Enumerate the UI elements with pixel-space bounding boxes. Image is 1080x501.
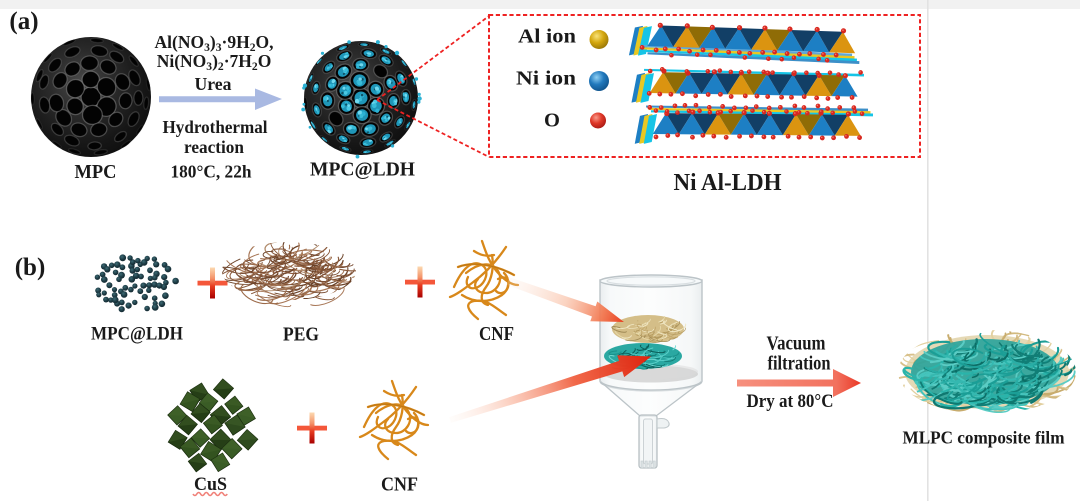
svg-text:CuS: CuS bbox=[194, 474, 227, 495]
svg-text:Vacuum: Vacuum bbox=[767, 334, 826, 355]
svg-text:Al ion: Al ion bbox=[518, 26, 577, 48]
svg-text:180°C, 22h: 180°C, 22h bbox=[171, 162, 252, 182]
svg-text:O: O bbox=[544, 110, 560, 132]
svg-text:Urea: Urea bbox=[195, 74, 232, 94]
svg-text:filtration: filtration bbox=[768, 354, 831, 375]
svg-text:CNF: CNF bbox=[381, 475, 418, 496]
svg-text:Dry at 80°C: Dry at 80°C bbox=[747, 391, 834, 412]
svg-text:(b): (b) bbox=[15, 254, 46, 281]
svg-text:Ni(NO3​)2​·7H2​O: Ni(NO3​)2​·7H2​O bbox=[157, 51, 272, 73]
svg-text:CNF: CNF bbox=[479, 324, 514, 345]
svg-text:MPC@LDH: MPC@LDH bbox=[310, 160, 415, 181]
svg-text:(a): (a) bbox=[9, 8, 38, 35]
svg-text:MPC@LDH: MPC@LDH bbox=[91, 325, 184, 345]
svg-text:Ni Al-LDH: Ni Al-LDH bbox=[674, 170, 782, 196]
svg-text:MPC: MPC bbox=[75, 162, 117, 183]
svg-text:Ni ion: Ni ion bbox=[516, 68, 577, 90]
svg-text:Al(NO3​)3​·9H2​O,: Al(NO3​)3​·9H2​O, bbox=[155, 32, 274, 54]
svg-text:PEG: PEG bbox=[283, 325, 319, 346]
svg-text:reaction: reaction bbox=[184, 137, 244, 157]
svg-text:MLPC composite film: MLPC composite film bbox=[903, 428, 1065, 448]
svg-text:Hydrothermal: Hydrothermal bbox=[163, 117, 268, 137]
